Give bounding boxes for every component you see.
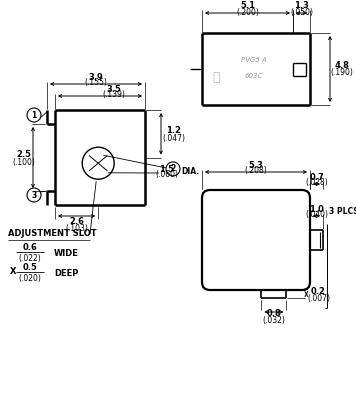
- Text: 2: 2: [171, 164, 176, 174]
- Text: Ⓑ: Ⓑ: [212, 71, 220, 84]
- Text: (.155): (.155): [85, 78, 108, 88]
- Text: 3.5: 3.5: [106, 84, 121, 94]
- Text: 1.3: 1.3: [294, 2, 309, 10]
- Text: X: X: [10, 268, 16, 276]
- Text: ADJUSTMENT SLOT: ADJUSTMENT SLOT: [8, 230, 96, 238]
- Text: (.139): (.139): [103, 90, 125, 100]
- Text: 0.6: 0.6: [22, 244, 37, 252]
- Text: DEEP: DEEP: [54, 268, 78, 278]
- Text: (.100): (.100): [12, 158, 36, 167]
- Text: (.047): (.047): [162, 134, 185, 143]
- Text: 5.1: 5.1: [240, 2, 255, 10]
- Text: 0.7: 0.7: [309, 172, 324, 182]
- Text: 2.5: 2.5: [16, 150, 31, 159]
- Text: 3.9: 3.9: [89, 72, 103, 82]
- Text: 4.8: 4.8: [335, 60, 350, 70]
- Text: 2.6: 2.6: [69, 218, 84, 226]
- Text: (.028): (.028): [305, 178, 328, 188]
- Text: 603C: 603C: [245, 73, 263, 79]
- Text: 1.5: 1.5: [159, 164, 174, 174]
- Text: (.208): (.208): [245, 166, 267, 176]
- Text: (.190): (.190): [331, 68, 354, 78]
- Text: (.200): (.200): [236, 8, 259, 16]
- Text: PVG5 A: PVG5 A: [241, 57, 267, 63]
- Text: DIA.: DIA.: [181, 168, 199, 176]
- Text: 1: 1: [31, 110, 37, 120]
- Text: (.060): (.060): [156, 170, 178, 180]
- Text: (.022): (.022): [19, 254, 41, 262]
- Text: 0.8: 0.8: [267, 310, 281, 318]
- Text: (.032): (.032): [262, 316, 286, 326]
- Text: 3 PLCS.: 3 PLCS.: [329, 208, 356, 216]
- Text: (.050): (.050): [290, 8, 313, 16]
- Text: WIDE: WIDE: [54, 248, 79, 258]
- Text: 0.2: 0.2: [311, 286, 326, 296]
- Text: (.020): (.020): [19, 274, 41, 282]
- Text: 0.5: 0.5: [22, 264, 37, 272]
- Text: 5.3: 5.3: [248, 160, 263, 170]
- Text: 1.2: 1.2: [167, 126, 182, 135]
- Text: (.040): (.040): [305, 210, 328, 220]
- Text: (.103): (.103): [65, 224, 88, 234]
- Text: (.007): (.007): [307, 294, 330, 302]
- Text: 1.0: 1.0: [309, 204, 324, 214]
- Text: 3: 3: [31, 190, 37, 200]
